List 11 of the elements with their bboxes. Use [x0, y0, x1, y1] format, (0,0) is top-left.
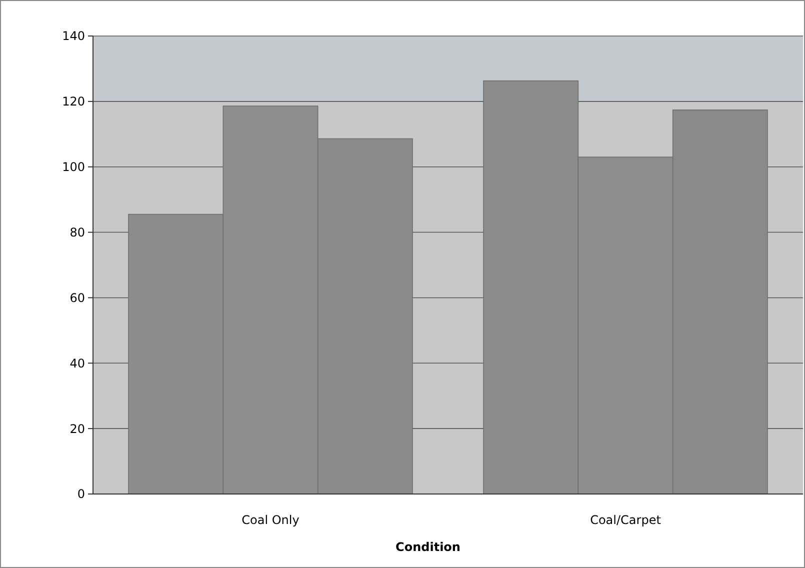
y-tick-label: 100 — [62, 160, 85, 174]
y-tick-label: 40 — [70, 356, 85, 370]
y-tick-label: 140 — [62, 29, 85, 44]
y-tick-label: 120 — [62, 94, 85, 109]
y-tick-label: 0 — [77, 487, 85, 502]
x-tick-label: Coal/Carpet — [590, 513, 662, 527]
y-tick-label: 20 — [70, 422, 85, 436]
x-tick-label: Coal Only — [242, 513, 300, 527]
y-tick-label: 80 — [70, 225, 85, 240]
x-axis-title: Condition — [396, 540, 460, 554]
y-tick-label: 60 — [70, 290, 85, 305]
